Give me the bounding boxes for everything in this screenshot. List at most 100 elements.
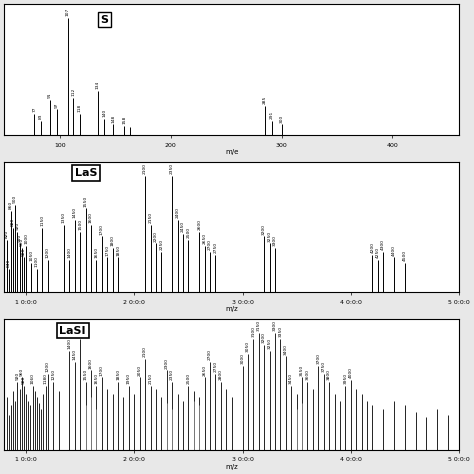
Text: 3800: 3800 xyxy=(327,369,331,380)
Text: 900: 900 xyxy=(13,195,17,203)
Text: 1000: 1000 xyxy=(24,233,28,244)
Text: 2650: 2650 xyxy=(202,365,207,376)
Text: 1500: 1500 xyxy=(78,326,82,337)
Text: 2300: 2300 xyxy=(165,358,169,369)
Text: 285: 285 xyxy=(263,96,267,104)
X-axis label: m/z: m/z xyxy=(225,464,238,470)
Text: 4200: 4200 xyxy=(370,242,374,253)
Text: 3000: 3000 xyxy=(240,353,245,364)
Text: 291: 291 xyxy=(270,111,273,119)
Text: 2350: 2350 xyxy=(170,163,174,174)
Text: 880: 880 xyxy=(11,218,15,227)
Text: 1060: 1060 xyxy=(30,373,35,384)
Text: 1050: 1050 xyxy=(29,250,34,262)
Text: 3750: 3750 xyxy=(322,361,326,372)
Text: LaSI: LaSI xyxy=(59,326,86,336)
Text: 3450: 3450 xyxy=(289,373,293,384)
Text: 920: 920 xyxy=(15,222,19,230)
Text: 2150: 2150 xyxy=(148,212,153,223)
Text: 1500: 1500 xyxy=(78,219,82,230)
Text: 134: 134 xyxy=(96,81,100,89)
Text: 2150: 2150 xyxy=(148,373,153,384)
Text: 3350: 3350 xyxy=(278,326,283,337)
Text: 2750: 2750 xyxy=(213,361,218,372)
Text: 1400: 1400 xyxy=(67,338,72,349)
Text: 2650: 2650 xyxy=(202,233,207,244)
Text: 920: 920 xyxy=(15,372,19,380)
Text: 3150: 3150 xyxy=(257,320,261,331)
Text: 118: 118 xyxy=(78,104,82,112)
Text: 158: 158 xyxy=(122,116,126,124)
Text: 1450: 1450 xyxy=(73,207,77,218)
Text: 4000: 4000 xyxy=(349,367,353,378)
Text: 148: 148 xyxy=(111,114,115,123)
Text: 97: 97 xyxy=(55,102,58,108)
Text: 3200: 3200 xyxy=(262,332,266,343)
Text: 4250: 4250 xyxy=(376,247,380,258)
Text: 2500: 2500 xyxy=(186,227,191,238)
Text: 4500: 4500 xyxy=(403,250,407,262)
Text: 1700: 1700 xyxy=(100,365,104,376)
Text: 1850: 1850 xyxy=(116,369,120,380)
Text: 2350: 2350 xyxy=(170,369,174,380)
Text: 3600: 3600 xyxy=(305,369,310,380)
Text: 3950: 3950 xyxy=(343,373,347,384)
Text: 940: 940 xyxy=(18,233,22,242)
Text: S: S xyxy=(100,15,109,25)
Text: 1350: 1350 xyxy=(62,212,66,223)
Text: 3700: 3700 xyxy=(316,353,320,364)
Text: 2800: 2800 xyxy=(219,369,223,380)
Text: 2500: 2500 xyxy=(186,373,191,384)
Text: 3300: 3300 xyxy=(273,320,277,331)
Text: 1400: 1400 xyxy=(67,247,72,258)
Text: 960: 960 xyxy=(20,367,24,376)
Text: 140: 140 xyxy=(102,109,106,117)
Text: 1180: 1180 xyxy=(44,373,47,384)
Text: LaS: LaS xyxy=(75,168,98,178)
Text: 2100: 2100 xyxy=(143,163,147,174)
Text: 980: 980 xyxy=(22,247,26,255)
Text: 2700: 2700 xyxy=(208,349,212,360)
Text: 3300: 3300 xyxy=(273,235,277,246)
Text: 2400: 2400 xyxy=(175,207,180,218)
Text: 4300: 4300 xyxy=(381,239,385,250)
Text: 3200: 3200 xyxy=(262,224,266,235)
Text: 1250: 1250 xyxy=(51,369,55,380)
Text: 3250: 3250 xyxy=(267,337,272,349)
Text: 3250: 3250 xyxy=(267,230,272,242)
Text: 2600: 2600 xyxy=(197,219,201,230)
Text: 1600: 1600 xyxy=(89,358,93,369)
X-axis label: m/z: m/z xyxy=(225,306,238,312)
Text: 3400: 3400 xyxy=(284,344,288,355)
Text: 1100: 1100 xyxy=(35,256,39,267)
Text: 2750: 2750 xyxy=(213,242,218,253)
Text: 3100: 3100 xyxy=(251,326,255,337)
Text: 91: 91 xyxy=(48,93,52,98)
Text: 980: 980 xyxy=(22,375,26,384)
Text: 3550: 3550 xyxy=(300,365,304,376)
Text: 1850: 1850 xyxy=(116,245,120,255)
Text: 1200: 1200 xyxy=(46,247,50,258)
Text: 840: 840 xyxy=(7,259,11,267)
Text: 960: 960 xyxy=(20,238,24,246)
Text: 1650: 1650 xyxy=(94,247,99,258)
Text: 1700: 1700 xyxy=(100,224,104,235)
Text: 1450: 1450 xyxy=(73,349,77,360)
Text: 1550: 1550 xyxy=(83,195,88,207)
Text: 2450: 2450 xyxy=(181,221,185,232)
Text: 1600: 1600 xyxy=(89,212,93,223)
Text: 77: 77 xyxy=(32,107,36,112)
Text: 2200: 2200 xyxy=(154,230,158,242)
Text: 3050: 3050 xyxy=(246,341,250,352)
Text: 1950: 1950 xyxy=(127,373,131,384)
Text: 1750: 1750 xyxy=(105,245,109,255)
Text: 860: 860 xyxy=(9,201,13,209)
X-axis label: m/e: m/e xyxy=(225,149,238,155)
Text: 112: 112 xyxy=(71,88,75,96)
Text: 1800: 1800 xyxy=(110,235,115,246)
Text: 1200: 1200 xyxy=(46,361,50,372)
Text: 1650: 1650 xyxy=(94,373,99,384)
Text: 1150: 1150 xyxy=(40,215,44,227)
Text: 2050: 2050 xyxy=(138,365,142,376)
Text: 83: 83 xyxy=(39,114,43,119)
